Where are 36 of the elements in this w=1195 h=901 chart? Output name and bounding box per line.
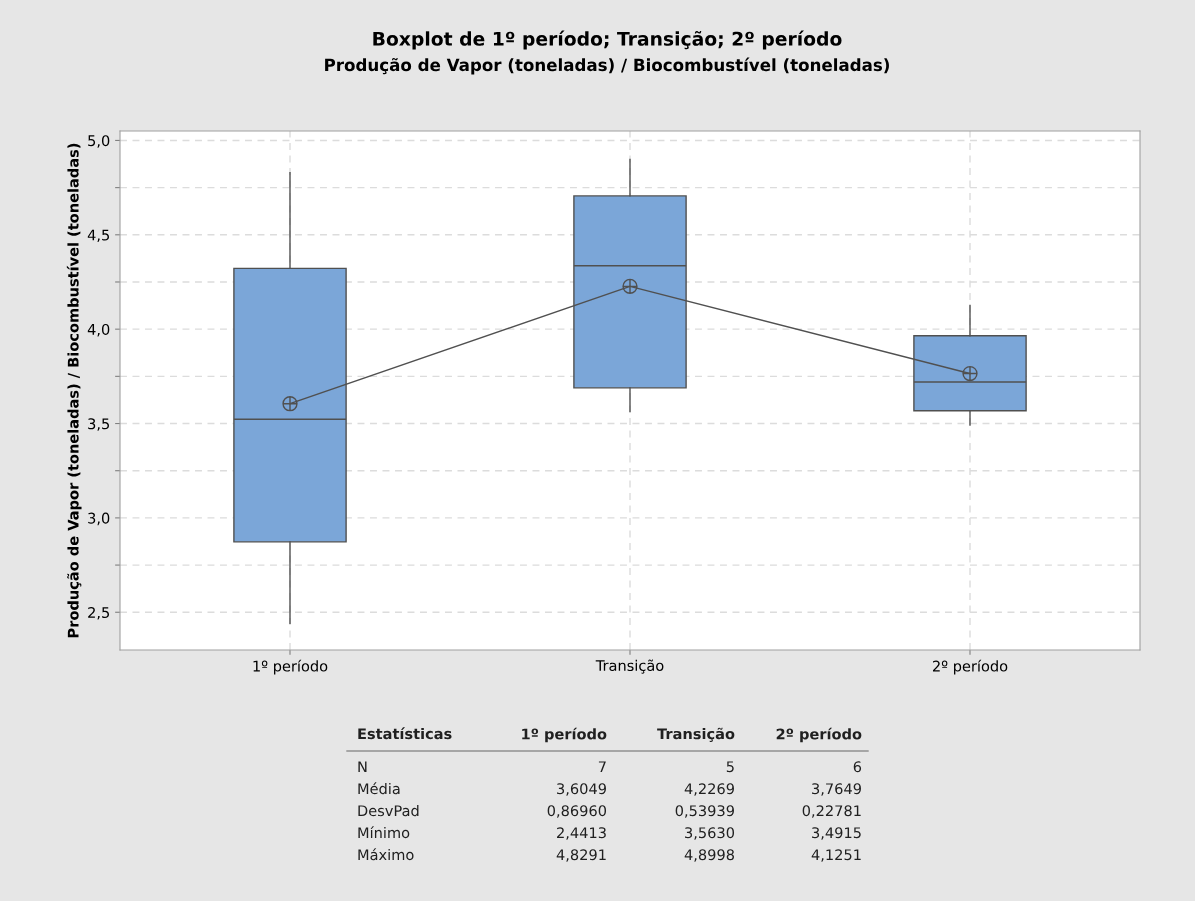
text: 3,6049 xyxy=(557,783,606,796)
text: 6 xyxy=(853,761,862,773)
y-tick-label: 4,5 xyxy=(87,229,109,243)
x-tick-label: 1º período xyxy=(253,659,328,675)
y-tick-label: 3,5 xyxy=(88,418,109,431)
chart-subtitle: Produção de Vapor (toneladas) / Biocombustível (toneladas) xyxy=(325,57,889,75)
text: 0,22781 xyxy=(802,805,861,818)
text: Mínimo xyxy=(358,826,410,839)
text: Média xyxy=(358,782,400,795)
text: 4,1251 xyxy=(811,849,861,862)
text: 5 xyxy=(726,761,734,773)
x-tick-label: 2º período xyxy=(932,659,1008,675)
text: 2º período xyxy=(776,727,862,743)
text: 0,86960 xyxy=(547,805,607,818)
text: 3,7649 xyxy=(812,783,861,796)
text: Máximo xyxy=(358,848,414,861)
text: 3,4915 xyxy=(812,827,861,840)
y-tick-label: 2,5 xyxy=(88,606,109,620)
y-tick-label: 4,0 xyxy=(87,323,110,337)
text: 1º período xyxy=(522,727,607,743)
x-tick-label: Transição xyxy=(595,659,664,674)
y-axis-title: Produção de Vapor (toneladas) / Biocombustível (toneladas) xyxy=(66,143,82,638)
text: N xyxy=(358,761,367,773)
text: DesvPad xyxy=(358,804,419,817)
text: 4,8291 xyxy=(556,849,606,862)
y-tick-label: 3,0 xyxy=(88,512,110,526)
text: 4,8998 xyxy=(684,849,734,862)
text: Transição xyxy=(657,727,735,742)
text: 2,4413 xyxy=(557,827,606,840)
chart-title: Boxplot de 1º período; Transição; 2º período xyxy=(373,30,842,50)
text: 4,2269 xyxy=(684,783,734,796)
y-tick-label: 5,0 xyxy=(88,135,110,148)
text: Estatísticas xyxy=(358,727,452,740)
text: 3,5630 xyxy=(685,827,735,840)
text: 0,53939 xyxy=(675,805,734,818)
text: 7 xyxy=(598,761,606,773)
